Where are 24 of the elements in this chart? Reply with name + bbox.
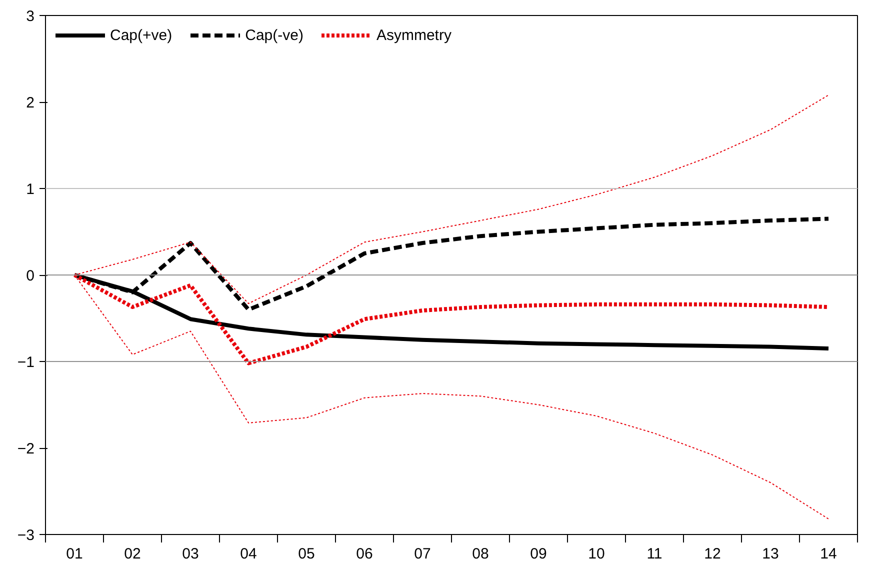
x-tick-label: 03	[182, 546, 199, 561]
y-tick-label: 2	[26, 94, 34, 112]
x-tick-label: 14	[820, 546, 837, 561]
x-tick-label: 07	[414, 546, 431, 561]
y-tick-label: 1	[26, 181, 34, 198]
x-tick-label: 02	[124, 546, 141, 561]
legend-label: Asymmetry	[376, 26, 452, 44]
x-tick-label: 05	[298, 546, 315, 561]
x-tick-label: 13	[762, 546, 779, 561]
x-tick-label: 08	[472, 546, 489, 561]
legend-label: Cap(+ve)	[110, 26, 172, 44]
y-tick-label: −3	[17, 527, 35, 544]
y-tick-label: 0	[26, 268, 34, 284]
x-tick-label: 11	[646, 546, 662, 561]
x-tick-label: 06	[356, 546, 373, 561]
legend-label: Cap(-ve)	[245, 26, 304, 44]
y-tick-label: −2	[17, 440, 35, 458]
y-tick-label: −1	[17, 354, 35, 371]
x-tick-label: 04	[240, 546, 257, 561]
x-tick-label: 12	[704, 546, 721, 561]
x-tick-label: 10	[588, 546, 605, 561]
x-tick-label: 01	[66, 546, 83, 561]
x-tick-label: 09	[530, 546, 547, 561]
y-tick-label: 3	[26, 8, 34, 25]
